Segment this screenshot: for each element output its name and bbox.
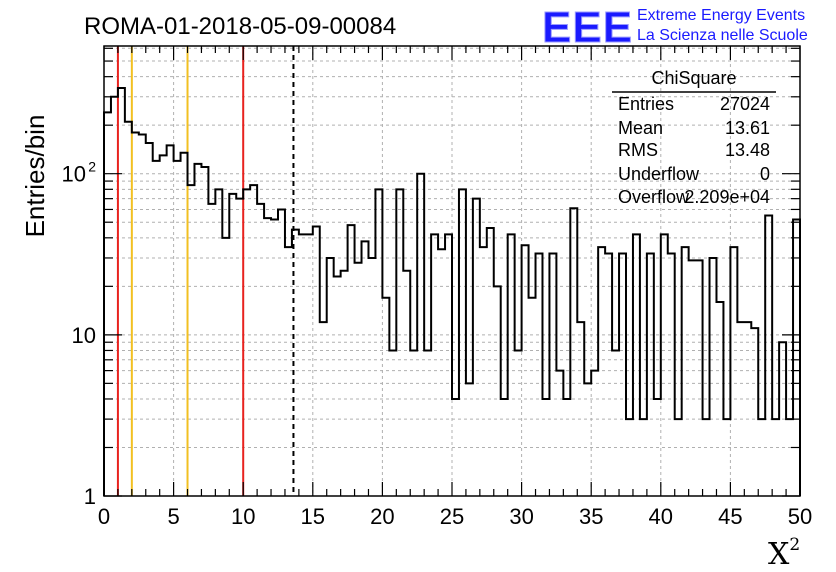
eee-logo: EEE Extreme Energy Events La Scienza nel… — [542, 3, 808, 53]
stats-value-mean: 13.61 — [725, 118, 770, 138]
logo-line1: Extreme Energy Events — [637, 7, 805, 24]
stats-title: ChiSquare — [651, 68, 736, 88]
x-tick-label: 40 — [649, 504, 673, 529]
stats-value-entries: 27024 — [720, 94, 770, 114]
y-axis-title: Entries/bin — [20, 115, 50, 238]
y-tick-label: 10 — [62, 162, 86, 187]
x-tick-label: 5 — [167, 504, 179, 529]
x-tick-label: 50 — [788, 504, 812, 529]
axis-ticks — [103, 46, 801, 497]
stats-box: ChiSquare Entries 27024 Mean 13.61 RMS 1… — [612, 68, 776, 207]
x-tick-label: 20 — [370, 504, 394, 529]
stats-label-overflow: Overflow — [618, 187, 690, 207]
x-tick-label: 45 — [718, 504, 742, 529]
histogram-series — [103, 87, 801, 496]
x-tick-label: 0 — [98, 504, 110, 529]
stats-label-underflow: Underflow — [618, 164, 700, 184]
stats-value-rms: 13.48 — [725, 140, 770, 160]
x-tick-label: 10 — [231, 504, 255, 529]
stats-value-overflow: 2.209e+04 — [684, 187, 770, 207]
x-tick-label: 15 — [301, 504, 325, 529]
stats-label-entries: Entries — [618, 94, 674, 114]
x-axis-title-superscript: 2 — [789, 535, 800, 555]
stats-label-rms: RMS — [618, 140, 658, 160]
stats-value-underflow: 0 — [760, 164, 770, 184]
x-tick-label: 25 — [440, 504, 464, 529]
y-tick-label: 10 — [72, 323, 96, 348]
chart-title: ROMA-01-2018-05-09-00084 — [84, 13, 396, 40]
y-tick-label: 1 — [84, 484, 96, 509]
x-tick-label: 35 — [579, 504, 603, 529]
stats-label-mean: Mean — [618, 118, 663, 138]
x-axis-title: X2 — [768, 535, 800, 572]
x-axis-title-base: X — [768, 537, 790, 572]
x-tick-labels: 0 5 10 15 20 25 30 35 40 45 50 — [98, 504, 812, 529]
logo-mark: EEE — [542, 3, 633, 52]
x-tick-label: 30 — [509, 504, 533, 529]
logo-line2: La Scienza nelle Scuole — [637, 27, 808, 44]
y-tick-label-superscript: 2 — [88, 159, 96, 175]
